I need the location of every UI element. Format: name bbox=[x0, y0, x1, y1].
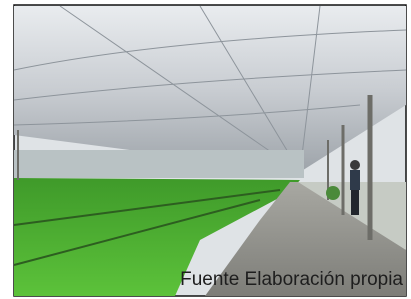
photo-figure: Fuente Elaboración propia bbox=[0, 0, 411, 299]
background-wall bbox=[14, 150, 304, 178]
worker bbox=[350, 160, 360, 215]
plant bbox=[326, 186, 340, 200]
caption: Fuente Elaboración propia bbox=[180, 269, 403, 290]
photo bbox=[14, 5, 406, 296]
